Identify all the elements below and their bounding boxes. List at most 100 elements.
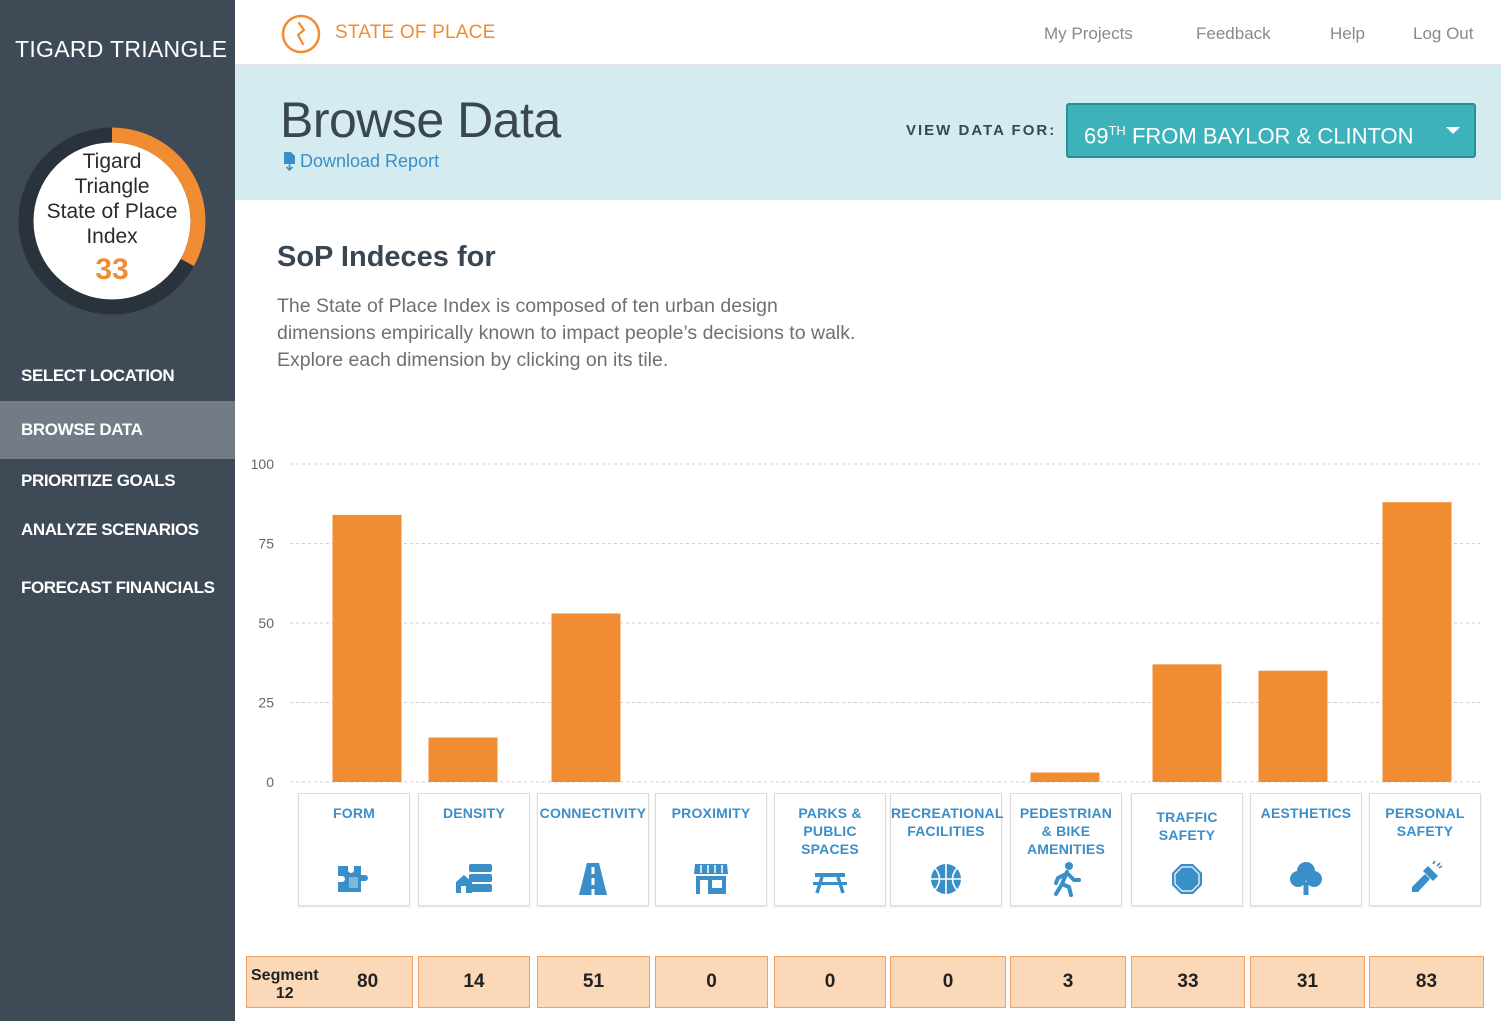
segment-value: 33 <box>1131 956 1245 1008</box>
tile-label-line: PARKS & <box>798 805 862 821</box>
sidebar: TIGARD TRIANGLE Tigard Triangle State of… <box>0 0 235 1021</box>
state-of-place-index-card: Tigard Triangle State of Place Index 33 <box>17 123 207 319</box>
tile-label-line: PERSONAL <box>1385 805 1465 821</box>
segment-value: 83 <box>1369 956 1484 1008</box>
tile-label: DENSITY <box>419 804 529 822</box>
y-tick-label: 0 <box>266 774 274 790</box>
tile-traffic-safety[interactable]: TRAFFIC SAFETY <box>1131 793 1243 906</box>
view-data-for-label: VIEW DATA FOR: <box>906 122 1057 139</box>
tile-personal-safety[interactable]: PERSONAL SAFETY <box>1369 793 1481 906</box>
sop-index-bar-chart: 0 25 50 75 100 <box>251 456 1480 790</box>
tile-label-line: DENSITY <box>442 805 506 821</box>
download-report-label: Download Report <box>300 151 440 171</box>
nav-prioritize-goals[interactable]: PRIORITIZE GOALS <box>21 471 176 490</box>
tile-density[interactable]: DENSITY <box>418 793 530 906</box>
location-suffix: TH <box>1108 123 1126 138</box>
stop-sign-icon <box>1172 864 1202 894</box>
house-stack-icon <box>456 864 492 893</box>
bar <box>1258 670 1328 782</box>
segment-row-header: Segment 12 80 <box>246 956 413 1008</box>
section-title: SoP Indeces for <box>277 241 496 273</box>
bar <box>332 514 402 782</box>
bar <box>1382 502 1452 782</box>
tile-label-line: & BIKE <box>1041 823 1091 839</box>
tile-label-line: SAFETY <box>1396 823 1454 839</box>
feedback-link[interactable]: Feedback <box>1196 24 1271 43</box>
tile-label-line: TRAFFIC <box>1156 809 1218 825</box>
puzzle-icon <box>338 866 368 892</box>
index-card-title: Tigard Triangle State of Place Index <box>17 149 207 249</box>
bar <box>551 613 621 782</box>
nav-forecast-financials[interactable]: FORECAST FINANCIALS <box>21 578 215 597</box>
tile-aesthetics[interactable]: AESTHETICS <box>1250 793 1362 906</box>
log-out-link[interactable]: Log Out <box>1413 24 1474 43</box>
my-projects-link[interactable]: My Projects <box>1044 24 1133 43</box>
segment-value: 31 <box>1250 956 1365 1008</box>
tile-label: PEDESTRIAN & BIKE AMENITIES <box>1011 804 1121 858</box>
chevron-down-icon <box>1446 127 1460 134</box>
index-ring-progress <box>18 127 206 315</box>
segment-value: 51 <box>537 956 650 1008</box>
segment-value: 3 <box>1010 956 1126 1008</box>
tile-label-line: PROXIMITY <box>671 805 751 821</box>
index-title-line: Index <box>86 225 138 248</box>
tile-label: RECREATIONAL FACILITIES <box>891 804 1004 840</box>
state-of-place-logo-icon[interactable] <box>280 13 322 55</box>
tile-label: FORM <box>299 804 409 822</box>
page-header: Browse Data Download Report VIEW DATA FO… <box>235 65 1501 200</box>
nav-select-location[interactable]: SELECT LOCATION <box>21 366 175 385</box>
segment-value: 80 <box>357 971 379 992</box>
tile-recreational-facilities[interactable]: RECREATIONAL FACILITIES <box>890 793 1004 906</box>
tile-label: CONNECTIVITY <box>538 804 648 822</box>
picnic-table-icon <box>813 873 847 894</box>
tile-label-line: PUBLIC <box>803 823 857 839</box>
location-name: FROM BAYLOR & CLINTON <box>1125 123 1414 149</box>
brand-name[interactable]: STATE OF PLACE <box>335 22 496 43</box>
tile-label: AESTHETICS <box>1251 804 1361 822</box>
help-link[interactable]: Help <box>1330 24 1365 43</box>
tile-proximity[interactable]: PROXIMITY <box>655 793 767 906</box>
top-bar: STATE OF PLACE My Projects Feedback Help… <box>235 0 1501 65</box>
tile-label-line: FACILITIES <box>907 823 985 839</box>
y-tick-label: 25 <box>258 695 274 711</box>
bar <box>1152 664 1222 782</box>
tile-pedestrian-bike-amenities[interactable]: PEDESTRIAN & BIKE AMENITIES <box>1010 793 1122 906</box>
tile-label-line: PEDESTRIAN <box>1019 805 1113 821</box>
tile-parks-public-spaces[interactable]: PARKS & PUBLIC SPACES <box>774 793 886 906</box>
tile-label-line: SAFETY <box>1158 827 1216 843</box>
y-tick-label: 50 <box>258 615 274 631</box>
tile-label: PARKS & PUBLIC SPACES <box>775 804 885 858</box>
intro-description: The State of Place Index is composed of … <box>277 295 856 371</box>
segment-value: 0 <box>890 956 1006 1008</box>
tile-label: PERSONAL SAFETY <box>1370 804 1480 840</box>
tile-form[interactable]: FORM <box>298 793 410 906</box>
download-file-icon <box>284 152 295 172</box>
index-title-line: Triangle <box>74 175 150 198</box>
page-title: Browse Data <box>280 92 561 148</box>
basketball-icon <box>931 864 961 894</box>
y-tick-label: 75 <box>258 536 274 552</box>
index-ring-chart <box>18 127 206 315</box>
y-tick-label: 100 <box>251 456 275 472</box>
index-title-line: State of Place <box>46 200 178 223</box>
index-value: 33 <box>95 253 129 286</box>
bar <box>428 737 498 782</box>
tile-label-line: RECREATIONAL <box>891 805 1004 821</box>
location-number: 69 <box>1084 123 1109 149</box>
segment-label: Segment 12 <box>251 967 319 1003</box>
tile-label-line: AESTHETICS <box>1260 805 1352 821</box>
storefront-icon <box>694 864 728 894</box>
tile-label-line: SPACES <box>801 841 859 857</box>
nav-browse-data[interactable]: BROWSE DATA <box>0 401 235 459</box>
tree-icon <box>1290 862 1322 895</box>
download-report-link[interactable]: Download Report <box>283 151 439 172</box>
flashlight-icon <box>1412 860 1443 892</box>
walker-icon <box>1054 862 1081 897</box>
tile-label-line: CONNECTIVITY <box>539 805 647 821</box>
tile-label: PROXIMITY <box>656 804 766 822</box>
nav-analyze-scenarios[interactable]: ANALYZE SCENARIOS <box>21 520 199 539</box>
location-select[interactable]: 69TH FROM BAYLOR & CLINTON <box>1066 103 1476 158</box>
tile-label-line: FORM <box>332 805 375 821</box>
index-title-line: Tigard <box>82 150 142 173</box>
tile-connectivity[interactable]: CONNECTIVITY <box>537 793 649 906</box>
